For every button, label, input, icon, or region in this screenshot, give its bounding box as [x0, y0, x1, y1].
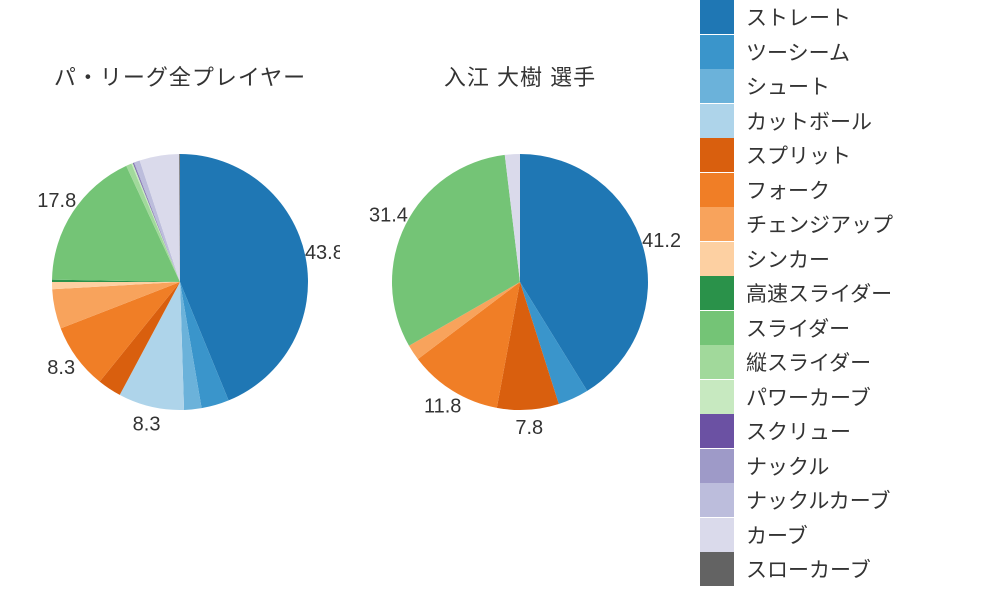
legend-item: スローカーブ [700, 552, 990, 587]
legend-label: フォーク [746, 175, 830, 205]
legend-item: スクリュー [700, 414, 990, 449]
pie-league-svg: 43.8 8.3 8.3 17.8 [20, 122, 340, 442]
legend-item: パワーカーブ [700, 380, 990, 415]
legend-swatch [700, 380, 734, 414]
legend-swatch [700, 276, 734, 310]
legend-label: ナックル [746, 451, 829, 481]
legend-item: ナックル [700, 449, 990, 484]
legend-swatch [700, 138, 734, 172]
legend-item: スライダー [700, 311, 990, 346]
legend-swatch [700, 483, 734, 517]
legend-label: パワーカーブ [746, 382, 871, 412]
legend-label: シンカー [746, 244, 830, 274]
legend-swatch [700, 552, 734, 586]
legend-swatch [700, 104, 734, 138]
legend-item: シュート [700, 69, 990, 104]
pie-slice-label: 11.8 [424, 396, 461, 418]
legend-label: スライダー [746, 313, 850, 343]
legend-item: 縦スライダー [700, 345, 990, 380]
pie-league-title: パ・リーグ全プレイヤー [20, 60, 340, 92]
legend-label: 高速スライダー [746, 278, 892, 308]
pie-slice-label: 17.8 [37, 190, 76, 212]
legend-label: カットボール [746, 106, 872, 136]
legend-item: ツーシーム [700, 35, 990, 70]
legend-swatch [700, 207, 734, 241]
legend-label: ストレート [746, 2, 851, 32]
legend-label: カーブ [746, 520, 808, 550]
pie-slice-label: 8.3 [133, 414, 161, 436]
legend-item: スプリット [700, 138, 990, 173]
legend-item: ストレート [700, 0, 990, 35]
pie-slice-label: 41.2 [642, 230, 680, 252]
legend-item: チェンジアップ [700, 207, 990, 242]
legend-label: シュート [746, 71, 830, 101]
pie-player-svg: 41.2 7.8 11.8 31.4 [360, 122, 680, 442]
legend-label: チェンジアップ [746, 209, 893, 239]
legend-label: スクリュー [746, 416, 851, 446]
pie-player-title: 入江 大樹 選手 [360, 60, 680, 92]
legend-label: スローカーブ [746, 554, 871, 584]
legend-item: カットボール [700, 104, 990, 139]
legend-swatch [700, 518, 734, 552]
pie-player: 入江 大樹 選手 41.2 7.8 11.8 31.4 [360, 60, 680, 442]
pie-league: パ・リーグ全プレイヤー 43.8 8.3 8.3 17.8 [20, 60, 340, 442]
pie-slice-label: 8.3 [47, 357, 75, 379]
root: パ・リーグ全プレイヤー 43.8 8.3 8.3 17.8 入江 大樹 選手 41.2… [0, 0, 1000, 600]
legend-label: ナックルカーブ [746, 485, 890, 515]
legend-swatch [700, 69, 734, 103]
legend-swatch [700, 242, 734, 276]
legend: ストレートツーシームシュートカットボールスプリットフォークチェンジアップシンカー… [700, 0, 990, 587]
legend-swatch [700, 0, 734, 34]
legend-label: 縦スライダー [746, 347, 871, 377]
legend-item: フォーク [700, 173, 990, 208]
legend-item: 高速スライダー [700, 276, 990, 311]
legend-swatch [700, 311, 734, 345]
pie-slice-label: 31.4 [369, 204, 408, 226]
legend-label: ツーシーム [746, 37, 850, 67]
legend-item: ナックルカーブ [700, 483, 990, 518]
pie-slice-label: 43.8 [305, 242, 340, 264]
legend-swatch [700, 173, 734, 207]
pie-slice-label: 7.8 [515, 417, 543, 439]
legend-item: シンカー [700, 242, 990, 277]
legend-swatch [700, 345, 734, 379]
legend-swatch [700, 449, 734, 483]
legend-swatch [700, 414, 734, 448]
legend-item: カーブ [700, 518, 990, 553]
chart-area: パ・リーグ全プレイヤー 43.8 8.3 8.3 17.8 入江 大樹 選手 41.2… [0, 0, 690, 600]
legend-label: スプリット [746, 140, 851, 170]
legend-swatch [700, 35, 734, 69]
